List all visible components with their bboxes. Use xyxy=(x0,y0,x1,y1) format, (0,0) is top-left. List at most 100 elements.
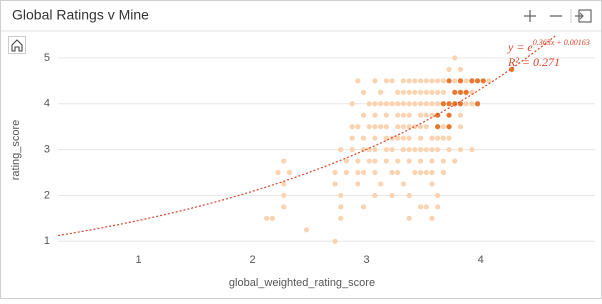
point xyxy=(355,124,361,130)
point xyxy=(332,238,338,244)
x-tick-label: 3 xyxy=(364,254,370,266)
point xyxy=(423,204,429,210)
point xyxy=(440,101,446,107)
point xyxy=(412,89,418,95)
point xyxy=(343,158,350,164)
point xyxy=(417,169,424,176)
point xyxy=(480,78,486,84)
point xyxy=(303,227,310,233)
point xyxy=(446,101,452,107)
point xyxy=(429,78,435,84)
point xyxy=(406,89,412,95)
point xyxy=(366,158,372,164)
plot-area xyxy=(58,35,558,244)
point xyxy=(406,135,412,141)
point xyxy=(463,78,469,84)
point xyxy=(417,89,424,95)
zoom-in-button[interactable] xyxy=(524,10,536,22)
point xyxy=(338,192,344,199)
point xyxy=(457,146,464,153)
point xyxy=(452,158,458,164)
point xyxy=(332,169,338,176)
trend-line xyxy=(58,35,558,237)
point xyxy=(417,204,424,210)
point xyxy=(463,101,469,107)
point xyxy=(360,112,367,118)
point xyxy=(383,146,389,153)
point xyxy=(372,135,378,141)
point xyxy=(435,89,441,95)
point xyxy=(400,112,407,118)
point xyxy=(395,158,401,164)
point xyxy=(349,124,355,130)
point xyxy=(417,146,424,153)
point xyxy=(395,124,401,130)
point xyxy=(395,112,401,118)
point xyxy=(474,101,481,107)
point xyxy=(400,146,407,153)
point xyxy=(360,204,367,210)
point xyxy=(372,158,378,164)
point xyxy=(281,158,287,164)
point xyxy=(457,89,464,95)
point xyxy=(440,169,446,176)
point xyxy=(332,181,338,187)
point xyxy=(417,135,424,141)
point xyxy=(435,146,441,153)
point xyxy=(395,101,401,107)
point xyxy=(435,78,441,84)
point xyxy=(281,204,287,210)
point xyxy=(452,78,458,84)
y-tick-label: 3 xyxy=(44,143,50,155)
point xyxy=(389,169,395,176)
point xyxy=(349,135,355,141)
point xyxy=(338,204,344,210)
point xyxy=(446,66,452,72)
point xyxy=(452,55,458,61)
point xyxy=(457,124,464,130)
point xyxy=(372,101,378,107)
point xyxy=(281,192,287,199)
point xyxy=(338,215,344,221)
point xyxy=(429,101,435,107)
point xyxy=(446,135,452,141)
home-button[interactable] xyxy=(8,36,26,54)
point xyxy=(463,89,469,95)
point xyxy=(400,124,407,130)
point xyxy=(440,89,446,95)
point xyxy=(469,101,475,107)
point xyxy=(389,192,395,199)
point xyxy=(435,192,441,199)
point xyxy=(429,89,435,95)
point xyxy=(452,89,458,95)
point xyxy=(281,181,287,187)
y-tick-label: 4 xyxy=(44,98,50,110)
y-tick-label: 5 xyxy=(44,52,50,64)
point xyxy=(366,124,372,130)
equation-exponent: 0.363x + 0.00163 xyxy=(533,38,590,47)
point xyxy=(366,101,372,107)
point xyxy=(349,101,355,107)
point xyxy=(423,124,429,130)
point xyxy=(435,101,441,107)
point xyxy=(406,215,412,221)
expand-button[interactable] xyxy=(575,9,592,23)
point xyxy=(429,215,435,221)
point xyxy=(395,135,401,141)
point xyxy=(355,158,361,164)
point xyxy=(400,89,407,95)
point xyxy=(355,169,361,176)
equation-base: y = e xyxy=(507,40,533,54)
panel-title: Global Ratings v Mine xyxy=(12,7,149,23)
point xyxy=(366,146,372,153)
point xyxy=(372,124,378,130)
point xyxy=(429,181,435,187)
point xyxy=(457,112,464,118)
point xyxy=(417,124,424,130)
point xyxy=(440,158,446,164)
point xyxy=(469,146,475,153)
point xyxy=(406,101,412,107)
point xyxy=(275,169,281,176)
point xyxy=(400,135,407,141)
